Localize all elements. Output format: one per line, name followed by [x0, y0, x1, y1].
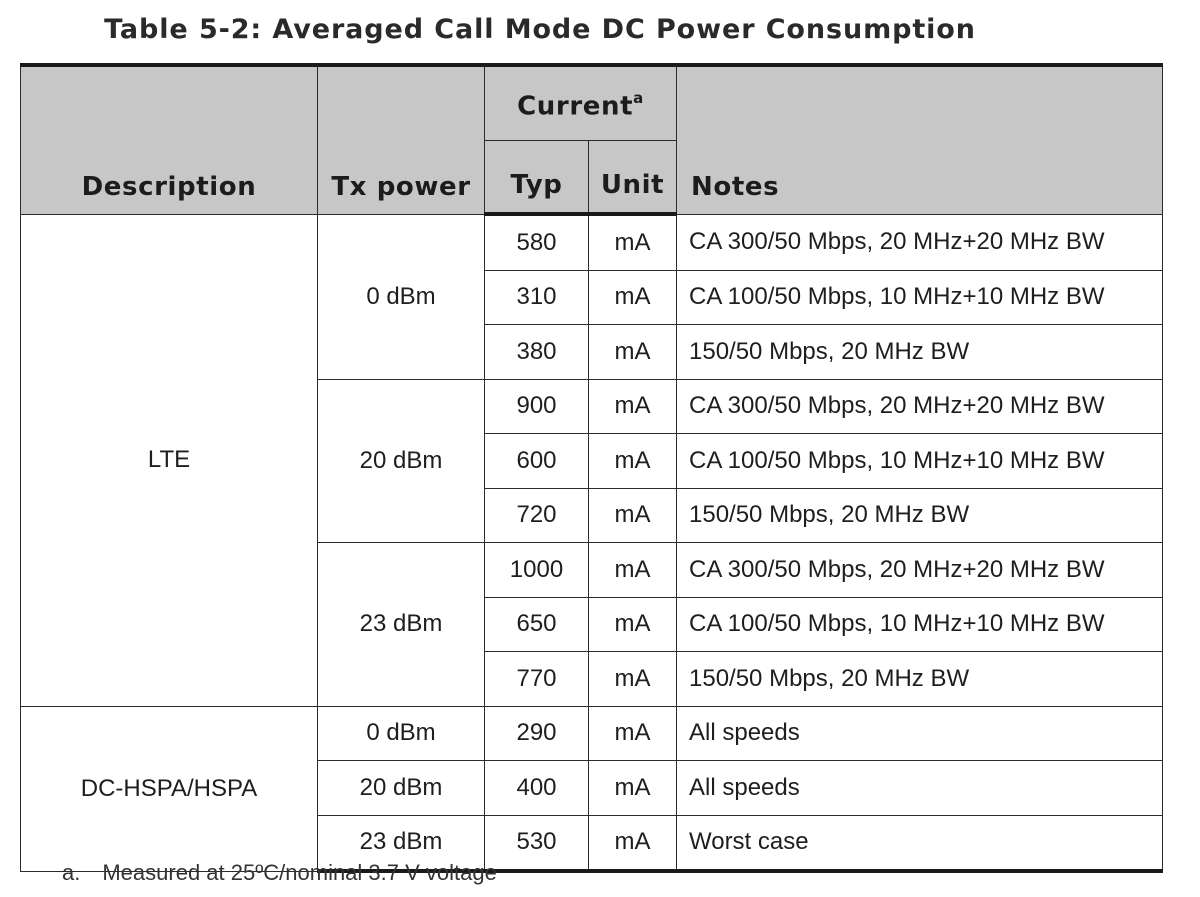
- tx-power-cell: 20 dBm: [317, 378, 485, 543]
- unit-cell: mA: [588, 324, 677, 380]
- unit-cell: mA: [588, 542, 677, 598]
- typ-cell: 400: [484, 760, 589, 816]
- table-body: LTE 0 dBm 580 mA CA 300/50 Mbps, 20 MHz+…: [20, 213, 1163, 873]
- footnote-text: Measured at 25ºC/nominal 3.7 V voltage: [102, 860, 497, 885]
- notes-cell: 150/50 Mbps, 20 MHz BW: [676, 324, 1163, 380]
- notes-cell: 150/50 Mbps, 20 MHz BW: [676, 651, 1163, 707]
- typ-cell: 600: [484, 433, 589, 489]
- notes-cell: All speeds: [676, 705, 1163, 761]
- notes-cell: Worst case: [676, 814, 1163, 873]
- typ-cell: 1000: [484, 542, 589, 598]
- typ-cell: 770: [484, 651, 589, 707]
- footnote-marker: a: [633, 88, 644, 107]
- typ-cell: 720: [484, 487, 589, 543]
- table-row: 20 dBm 900 mA CA 300/50 Mbps, 20 MHz+20 …: [21, 378, 1163, 543]
- table-row: DC-HSPA/HSPA 0 dBm 290 mA All speeds: [20, 705, 1163, 872]
- unit-cell: mA: [588, 269, 677, 325]
- table-row: 23 dBm 1000 mA CA 300/50 Mbps, 20 MHz+20…: [21, 542, 1163, 707]
- tx-power-cell: 23 dBm: [317, 542, 485, 707]
- notes-cell: CA 100/50 Mbps, 10 MHz+10 MHz BW: [676, 596, 1163, 652]
- unit-cell: mA: [588, 705, 677, 761]
- table-row: 600 mA CA 100/50 Mbps, 10 MHz+10 MHz BW: [21, 433, 1163, 489]
- table-title: Table 5-2: Averaged Call Mode DC Power C…: [104, 14, 976, 45]
- unit-cell: mA: [588, 760, 677, 816]
- unit-cell: mA: [588, 596, 677, 652]
- header-unit: Unit: [588, 140, 677, 216]
- tx-power-cell: 0 dBm: [317, 213, 485, 380]
- notes-cell: 150/50 Mbps, 20 MHz BW: [676, 487, 1163, 543]
- table-footnote: a. Measured at 25ºC/nominal 3.7 V voltage: [62, 860, 497, 886]
- notes-cell: CA 300/50 Mbps, 20 MHz+20 MHz BW: [676, 378, 1163, 434]
- power-consumption-table: Description Tx power Currenta Notes Typ …: [20, 63, 1163, 873]
- header-current: Currenta: [484, 63, 677, 141]
- header-notes: Notes: [676, 63, 1163, 215]
- typ-cell: 290: [484, 705, 589, 761]
- notes-cell: All speeds: [676, 760, 1163, 816]
- table-row: 720 mA 150/50 Mbps, 20 MHz BW: [21, 487, 1163, 543]
- footnote-label: a.: [62, 860, 81, 885]
- table-row: 650 mA CA 100/50 Mbps, 10 MHz+10 MHz BW: [21, 596, 1163, 652]
- unit-cell: mA: [588, 651, 677, 707]
- typ-cell: 380: [484, 324, 589, 380]
- table-row: 310 mA CA 100/50 Mbps, 10 MHz+10 MHz BW: [21, 269, 1163, 325]
- unit-cell: mA: [588, 213, 677, 271]
- tx-power-cell: 20 dBm: [317, 760, 485, 816]
- unit-cell: mA: [588, 814, 677, 873]
- header-typ: Typ: [484, 140, 589, 216]
- typ-cell: 530: [484, 814, 589, 873]
- description-cell: LTE: [20, 213, 318, 707]
- typ-cell: 650: [484, 596, 589, 652]
- notes-cell: CA 300/50 Mbps, 20 MHz+20 MHz BW: [676, 213, 1163, 271]
- unit-cell: mA: [588, 433, 677, 489]
- notes-cell: CA 100/50 Mbps, 10 MHz+10 MHz BW: [676, 269, 1163, 325]
- tx-power-cell: 0 dBm: [317, 705, 485, 761]
- typ-cell: 580: [484, 213, 589, 271]
- unit-cell: mA: [588, 487, 677, 543]
- typ-cell: 900: [484, 378, 589, 434]
- typ-cell: 310: [484, 269, 589, 325]
- header-tx-power: Tx power: [317, 63, 485, 215]
- table-row: 23 dBm 530 mA Worst case: [21, 814, 1163, 873]
- table-row: LTE 0 dBm 580 mA CA 300/50 Mbps, 20 MHz+…: [20, 213, 1163, 707]
- notes-cell: CA 100/50 Mbps, 10 MHz+10 MHz BW: [676, 433, 1163, 489]
- header-description: Description: [20, 63, 318, 215]
- description-cell: DC-HSPA/HSPA: [20, 705, 318, 872]
- table-row: 770 mA 150/50 Mbps, 20 MHz BW: [21, 651, 1163, 707]
- unit-cell: mA: [588, 378, 677, 434]
- notes-cell: CA 300/50 Mbps, 20 MHz+20 MHz BW: [676, 542, 1163, 598]
